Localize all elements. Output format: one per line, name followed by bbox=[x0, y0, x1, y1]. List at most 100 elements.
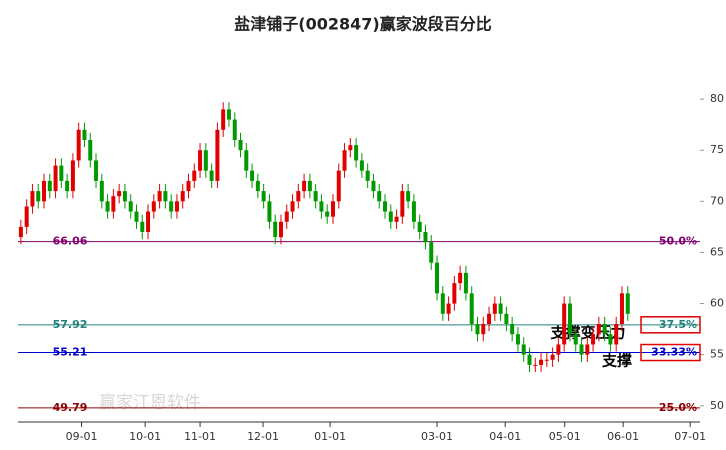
y-tick-label: 50 bbox=[710, 399, 724, 412]
candle-body bbox=[111, 196, 116, 212]
candle-body bbox=[232, 119, 237, 140]
candle-body bbox=[475, 324, 480, 335]
x-tick-label: 05-01 bbox=[549, 430, 581, 443]
candle-body bbox=[313, 191, 318, 202]
level-label: 33.33% bbox=[651, 346, 697, 359]
candle-body bbox=[36, 191, 41, 202]
candle-body bbox=[463, 272, 468, 294]
candle-body bbox=[556, 344, 561, 355]
y-tick-label: 60 bbox=[710, 297, 724, 310]
candle-body bbox=[273, 221, 278, 238]
candle-body bbox=[406, 191, 411, 202]
candle-body bbox=[88, 140, 93, 161]
candle-body bbox=[134, 211, 139, 222]
y-tick-label: 75 bbox=[710, 143, 724, 156]
candle-body bbox=[423, 232, 428, 243]
level-label: 50.0% bbox=[659, 235, 697, 248]
candle-body bbox=[203, 150, 208, 171]
candle-body bbox=[105, 201, 110, 212]
candle-body bbox=[521, 344, 526, 355]
candle-body bbox=[452, 283, 457, 304]
candle-body bbox=[59, 165, 64, 181]
candle-body bbox=[117, 191, 122, 197]
candle-body bbox=[527, 354, 532, 365]
candle-body bbox=[440, 293, 445, 314]
candle-body bbox=[330, 201, 335, 217]
level-box bbox=[640, 343, 701, 362]
candle-body bbox=[319, 201, 324, 212]
candle-body bbox=[567, 303, 572, 335]
candle-body bbox=[342, 150, 347, 171]
candle-body bbox=[42, 180, 47, 202]
candle-body bbox=[498, 303, 503, 314]
candle-body bbox=[614, 324, 619, 345]
candle-body bbox=[221, 109, 226, 130]
candle-body bbox=[458, 272, 463, 284]
candle-body bbox=[585, 344, 590, 355]
level-label: 25.0% bbox=[659, 401, 697, 414]
candle-body bbox=[359, 160, 364, 171]
candle-body bbox=[157, 191, 162, 202]
candle-body bbox=[94, 160, 99, 181]
candle-body bbox=[619, 293, 624, 324]
candle-body bbox=[238, 140, 243, 151]
candle-body bbox=[53, 165, 58, 192]
candle-body bbox=[591, 334, 596, 345]
candle-body bbox=[70, 160, 75, 192]
candle-body bbox=[128, 201, 133, 212]
x-tick-label: 11-01 bbox=[184, 430, 216, 443]
x-tick-label: 06-01 bbox=[607, 430, 639, 443]
candle-body bbox=[99, 180, 104, 202]
candle-body bbox=[76, 129, 81, 161]
candle-body bbox=[573, 334, 578, 345]
candle-body bbox=[544, 359, 549, 361]
candle-body bbox=[533, 364, 538, 366]
candle-body bbox=[602, 324, 607, 335]
level-value: 55.21 bbox=[53, 346, 88, 359]
candle-body bbox=[377, 191, 382, 202]
candle-body bbox=[325, 211, 330, 217]
candle-body bbox=[492, 303, 497, 314]
candle-body bbox=[198, 150, 203, 171]
x-tick-label: 12-01 bbox=[247, 430, 279, 443]
annotation: 支撑 bbox=[601, 352, 632, 370]
candle-body bbox=[510, 324, 515, 335]
candle-body bbox=[515, 334, 520, 345]
candle-body bbox=[550, 354, 555, 360]
candle-body bbox=[215, 129, 220, 181]
candle-body bbox=[394, 216, 399, 222]
candle-body bbox=[250, 170, 255, 181]
watermark: 赢家江恩软件 bbox=[99, 393, 201, 413]
y-tick-label: 80 bbox=[710, 92, 724, 105]
candle-body bbox=[226, 109, 231, 120]
candle-body bbox=[284, 211, 289, 222]
candle-body bbox=[140, 221, 145, 232]
candle-body bbox=[446, 303, 451, 314]
candle-body bbox=[82, 129, 87, 140]
candle-body bbox=[504, 313, 509, 324]
candle-body bbox=[429, 242, 434, 263]
candle-body bbox=[596, 324, 601, 335]
candle-body bbox=[296, 191, 301, 202]
y-tick-label: 70 bbox=[710, 194, 724, 207]
x-tick-label: 10-01 bbox=[129, 430, 161, 443]
candle-body bbox=[192, 170, 197, 181]
candle-body bbox=[122, 191, 127, 202]
candle-body bbox=[579, 344, 584, 355]
candle-body bbox=[400, 191, 405, 217]
candle-body bbox=[244, 150, 249, 171]
candle-body bbox=[348, 145, 353, 151]
candle-body bbox=[383, 201, 388, 212]
candle-body bbox=[209, 170, 214, 181]
candle-body bbox=[18, 226, 23, 238]
candle-body bbox=[163, 191, 168, 202]
x-tick-label: 04-01 bbox=[489, 430, 521, 443]
candle-body bbox=[417, 221, 422, 232]
candle-body bbox=[47, 180, 52, 192]
chart-title: 盐津铺子(002847)赢家波段百分比 bbox=[234, 15, 491, 34]
x-tick-label: 03-01 bbox=[421, 430, 453, 443]
candle-body bbox=[186, 180, 191, 192]
level-label: 37.5% bbox=[659, 318, 697, 331]
candle-body bbox=[365, 170, 370, 181]
candle-body bbox=[151, 201, 156, 212]
